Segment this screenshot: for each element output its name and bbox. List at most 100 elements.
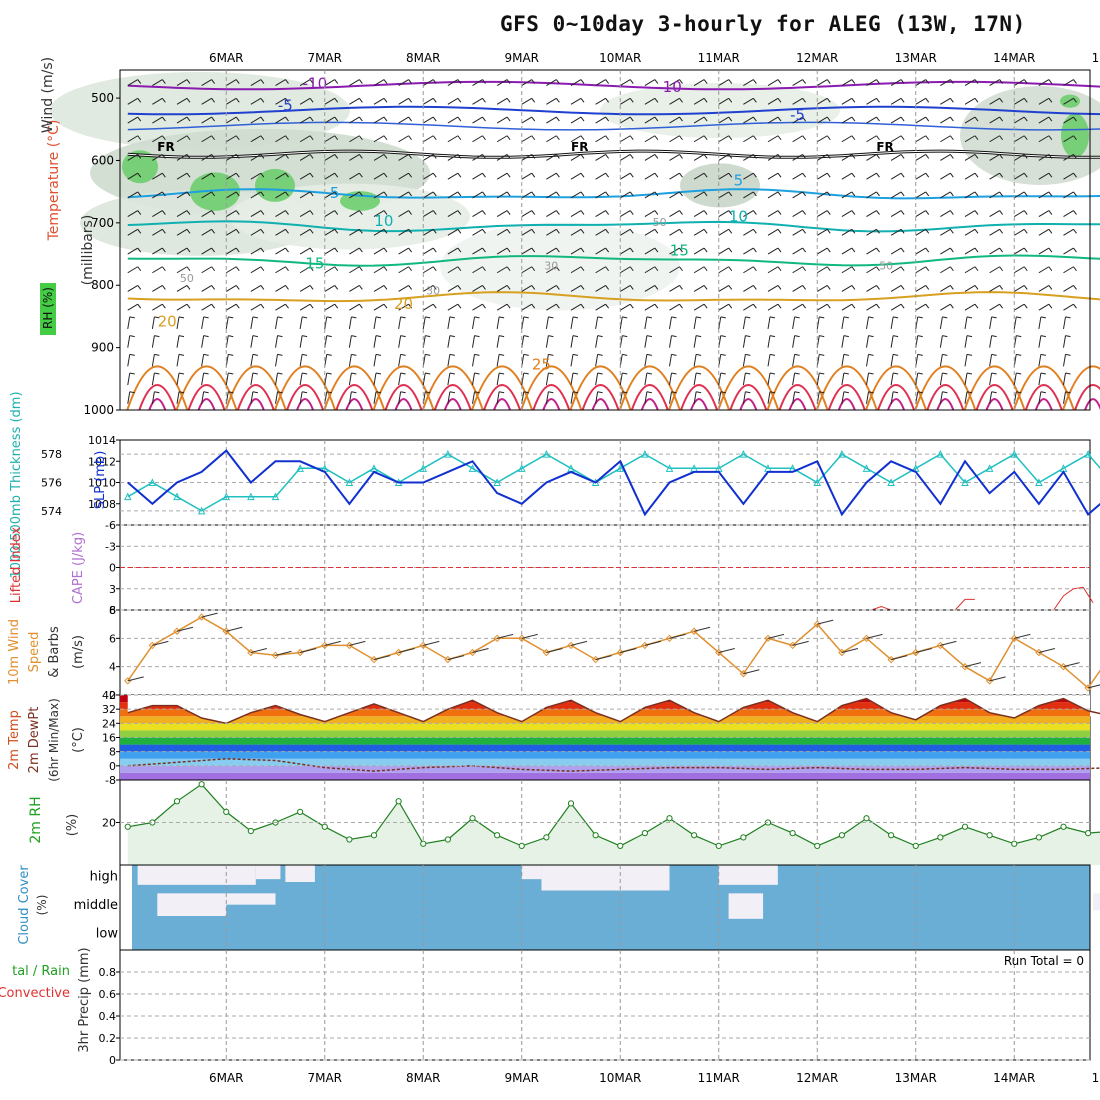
contour-label: 30: [544, 260, 558, 273]
wind10-barb: [694, 626, 711, 632]
wind-barb: [915, 135, 927, 143]
wind-barb: [521, 116, 533, 124]
wind-barb: [1013, 303, 1025, 311]
wind-barb-flag: [548, 353, 554, 356]
wind-barb-flag: [178, 353, 185, 356]
wind-barb-flag: [671, 391, 677, 394]
pressure-tick-label: 700: [91, 216, 114, 230]
wind10-barb: [718, 648, 735, 653]
wind-barb-flag: [260, 154, 265, 159]
wind-barb: [890, 135, 902, 143]
wind-barb: [595, 247, 606, 255]
chart-title: GFS 0~10day 3-hourly for ALEG (13W, 17N): [500, 12, 1026, 36]
wind-barb: [324, 285, 336, 292]
wind-barb: [718, 247, 730, 255]
wind-barb-flag: [235, 285, 240, 290]
wind-barb: [866, 354, 869, 367]
wind-barb-flag: [1016, 372, 1022, 375]
wind-barb: [472, 266, 483, 274]
hot-core-contour: [394, 398, 413, 411]
top-day-label: 8MAR: [406, 51, 441, 65]
wind-barb: [669, 116, 680, 124]
wind-barb-flag: [523, 391, 529, 394]
wind-barb: [521, 191, 533, 199]
wind-barb-flag: [1023, 154, 1028, 159]
wind-barb-flag: [334, 172, 339, 178]
wind-barb-flag: [1048, 303, 1053, 309]
wind-barb: [324, 228, 336, 236]
thickness-point: [173, 492, 181, 501]
wind-barb-flag: [629, 154, 634, 159]
rh-point: [469, 815, 476, 822]
wind-barb-flag: [893, 372, 899, 375]
wind-barb: [250, 266, 262, 274]
wind-barb-flag: [499, 372, 505, 375]
wind-barb-flag: [260, 135, 265, 141]
wind10-axis-label-3: & Barbs: [47, 626, 62, 678]
wind-barb-flag: [186, 116, 191, 122]
wind-barb: [866, 247, 877, 255]
thickness-tick-label: 578: [41, 448, 62, 461]
wind-barb-flag: [432, 303, 437, 309]
rh-point: [592, 832, 599, 839]
wind-barb: [570, 266, 582, 274]
wind-barb: [472, 210, 483, 218]
wind-barb: [521, 135, 533, 143]
wind-barb-flag: [826, 266, 831, 272]
wind-barb: [373, 210, 385, 218]
li-line: [954, 598, 975, 611]
wind-barb-flag: [999, 116, 1004, 122]
wind-barb: [767, 135, 779, 143]
wind-barb: [718, 191, 730, 199]
wind-barb: [225, 191, 237, 199]
wind-barb-flag: [457, 191, 462, 197]
temp-tick-label: 16: [102, 732, 116, 745]
wind-barb-flag: [474, 335, 480, 338]
wind-barb-flag: [605, 229, 610, 234]
wind-barb-flag: [605, 191, 610, 197]
rh-point: [124, 823, 131, 830]
wind-barb: [546, 79, 557, 87]
wind-barb-flag: [900, 303, 905, 309]
wind-barb: [915, 228, 927, 236]
wind-barb-flag: [893, 316, 899, 319]
wind-barb: [693, 172, 705, 180]
wind-barb: [890, 116, 902, 124]
wind-barb: [939, 354, 943, 367]
wind-barb-flag: [843, 316, 849, 319]
wind-barb: [349, 116, 360, 124]
wind-barb: [299, 303, 311, 311]
wind-barb-flag: [531, 116, 536, 122]
wind-barb: [275, 154, 286, 161]
wind-barb-flag: [1048, 247, 1053, 253]
wind-barb-flag: [629, 303, 634, 309]
wind-barb-flag: [425, 335, 431, 338]
wind-barb: [176, 316, 180, 329]
wind-barb-flag: [555, 172, 560, 178]
wind-barb-flag: [235, 135, 240, 141]
hot-contour: [975, 384, 1014, 411]
wind-barb: [496, 354, 500, 367]
wind-barb-flag: [309, 79, 314, 84]
wind-barb-flag: [203, 316, 209, 319]
wind-barb-flag: [531, 247, 536, 253]
wind-barb: [201, 391, 205, 404]
wind-barb: [127, 391, 131, 404]
wind-barb-flag: [1048, 172, 1053, 178]
wind-barb: [644, 116, 656, 124]
wind10-barb: [300, 648, 317, 653]
wind-barb: [373, 116, 385, 124]
wind-barb-flag: [482, 229, 486, 234]
wind-barb: [324, 116, 336, 124]
wind-barb-flag: [211, 303, 216, 309]
wind10-barb: [398, 648, 415, 653]
wind-barb-flag: [728, 116, 733, 122]
wind-barb-flag: [260, 229, 265, 234]
wind-barb-flag: [211, 191, 216, 197]
wind-barb-flag: [334, 303, 339, 309]
wind10-barb: [1088, 684, 1100, 689]
wind-barb-flag: [285, 303, 289, 309]
wind-barb: [546, 172, 557, 180]
